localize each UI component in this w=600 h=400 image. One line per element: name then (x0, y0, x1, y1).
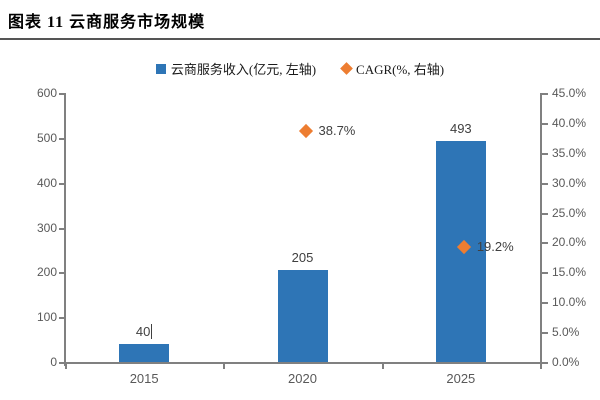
right-axis-tick (542, 122, 548, 125)
x-axis-category-label: 2020 (288, 371, 317, 386)
left-axis-tick (59, 317, 65, 320)
right-axis-tick (542, 272, 548, 275)
right-axis-tick (542, 242, 548, 245)
left-axis-tick-label: 0 (50, 355, 57, 369)
bar-value-label: 40 (135, 324, 153, 340)
left-axis-tick-label: 200 (36, 265, 57, 280)
right-axis-tick-label: 5.0% (552, 325, 580, 340)
x-axis-line (59, 362, 546, 364)
bar (277, 270, 328, 362)
x-axis-tick (65, 364, 67, 369)
right-axis-tick (542, 332, 548, 335)
left-axis-tick-label: 400 (36, 175, 57, 190)
legend-item-revenue: 云商服务收入(亿元, 左轴) (155, 59, 317, 78)
left-axis-tick-label: 100 (36, 310, 57, 325)
left-axis-tick (59, 362, 65, 364)
cagr-value-label: 19.2% (476, 239, 514, 255)
left-axis-tick-label: 500 (36, 130, 57, 145)
right-axis-tick-label: 45.0% (552, 86, 587, 100)
x-axis-tick (381, 364, 384, 369)
text-cursor-artifact (151, 324, 153, 340)
bar-value-label: 493 (449, 120, 472, 136)
left-axis-tick (59, 182, 65, 185)
legend-label-revenue: 云商服务收入(亿元, 左轴) (170, 62, 317, 77)
left-axis-tick (59, 272, 65, 275)
left-axis-tick (59, 137, 65, 140)
x-axis-category-label: 2025 (446, 371, 476, 386)
y-axis-right-line (540, 93, 542, 362)
right-axis-tick-label: 40.0% (552, 115, 587, 130)
right-axis-tick-label: 20.0% (552, 235, 587, 250)
bar-value-label: 205 (291, 250, 314, 266)
left-axis-tick (59, 227, 65, 230)
right-axis-tick-label: 35.0% (552, 145, 587, 160)
left-axis-tick-label: 300 (36, 220, 57, 235)
x-axis-tick (223, 364, 226, 369)
right-axis-tick (542, 362, 548, 364)
right-axis-tick-label: 25.0% (552, 205, 587, 220)
cagr-point-icon (298, 123, 313, 138)
bar (119, 344, 170, 362)
x-axis-category-label: 2015 (129, 371, 159, 386)
right-axis-tick (542, 152, 548, 155)
right-axis-tick (542, 93, 548, 95)
legend-label-cagr: CAGR(%, 右轴) (356, 62, 445, 77)
bar-series-marker-icon (155, 63, 166, 74)
right-axis-tick (542, 302, 548, 305)
right-axis-tick-label: 15.0% (552, 265, 587, 280)
page-title: 图表 11 云商服务市场规模 (8, 14, 206, 31)
title-divider (0, 38, 600, 40)
right-axis-tick-label: 30.0% (552, 175, 587, 190)
chart-legend: 云商服务收入(亿元, 左轴) CAGR(%, 右轴) (0, 59, 600, 78)
left-axis-tick-label: 600 (36, 86, 57, 100)
right-axis-tick-label: 10.0% (552, 295, 587, 310)
x-axis-tick (540, 364, 542, 369)
right-axis-tick (542, 182, 548, 185)
cagr-value-label: 38.7% (318, 122, 356, 138)
right-axis-tick-label: 0.0% (552, 355, 580, 369)
legend-item-cagr: CAGR(%, 右轴) (340, 59, 445, 78)
left-axis-tick (59, 93, 65, 95)
y-axis-left-line (64, 93, 66, 366)
right-axis-tick (542, 212, 548, 215)
